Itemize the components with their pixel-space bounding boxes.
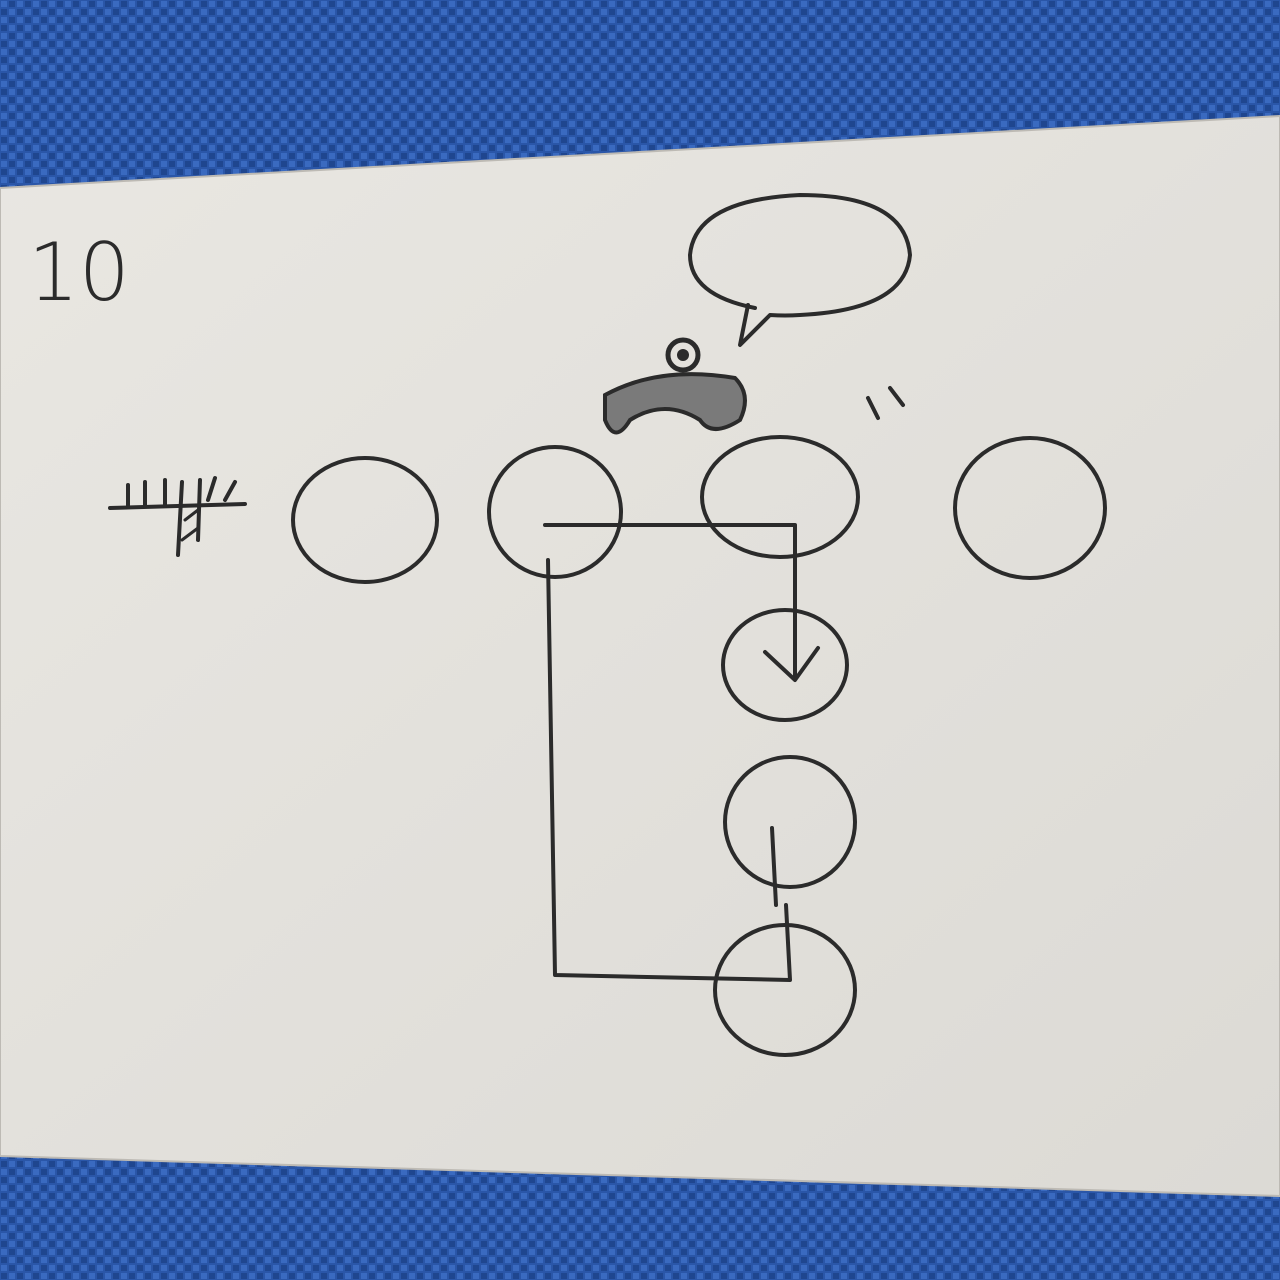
wall bbox=[108, 476, 247, 557]
speech-bubble bbox=[688, 193, 912, 420]
paper bbox=[0, 114, 1280, 1198]
page-number: 10 bbox=[28, 226, 130, 319]
coach-figure bbox=[603, 337, 747, 435]
player-circles bbox=[291, 435, 1107, 1057]
movement-lines bbox=[543, 523, 820, 982]
